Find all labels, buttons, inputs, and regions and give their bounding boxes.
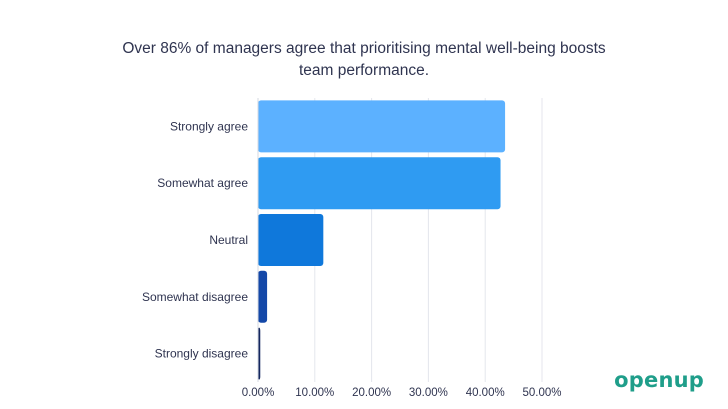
- chart-title-line-2: team performance.: [298, 62, 430, 79]
- x-tick-label-5: 50.00%: [522, 387, 561, 399]
- x-tick-label-2: 20.00%: [352, 387, 391, 399]
- x-tick-label-3: 30.00%: [409, 387, 448, 399]
- category-label-somewhat-agree: Somewhat agree: [157, 176, 248, 190]
- bar-strongly-disagree: [258, 327, 261, 380]
- category-label-strongly-disagree: Strongly disagree: [155, 347, 249, 361]
- openup-logo: openup: [614, 368, 704, 392]
- category-label-strongly-agree: Strongly agree: [170, 119, 248, 133]
- category-label-somewhat-disagree: Somewhat disagree: [142, 290, 248, 304]
- bar-somewhat-disagree: [258, 270, 268, 323]
- x-tick-label-1: 10.00%: [295, 387, 334, 399]
- chart-title: Over 86% of managers agree that prioriti…: [0, 38, 728, 82]
- x-tick-label-4: 40.00%: [466, 387, 505, 399]
- x-tick-label-0: 0.00%: [242, 387, 275, 399]
- category-label-neutral: Neutral: [209, 233, 248, 247]
- bar-somewhat-agree: [258, 157, 501, 210]
- chart-title-line-1: Over 86% of managers agree that prioriti…: [122, 40, 606, 57]
- bar-strongly-agree: [258, 100, 506, 153]
- bar-neutral: [258, 214, 324, 266]
